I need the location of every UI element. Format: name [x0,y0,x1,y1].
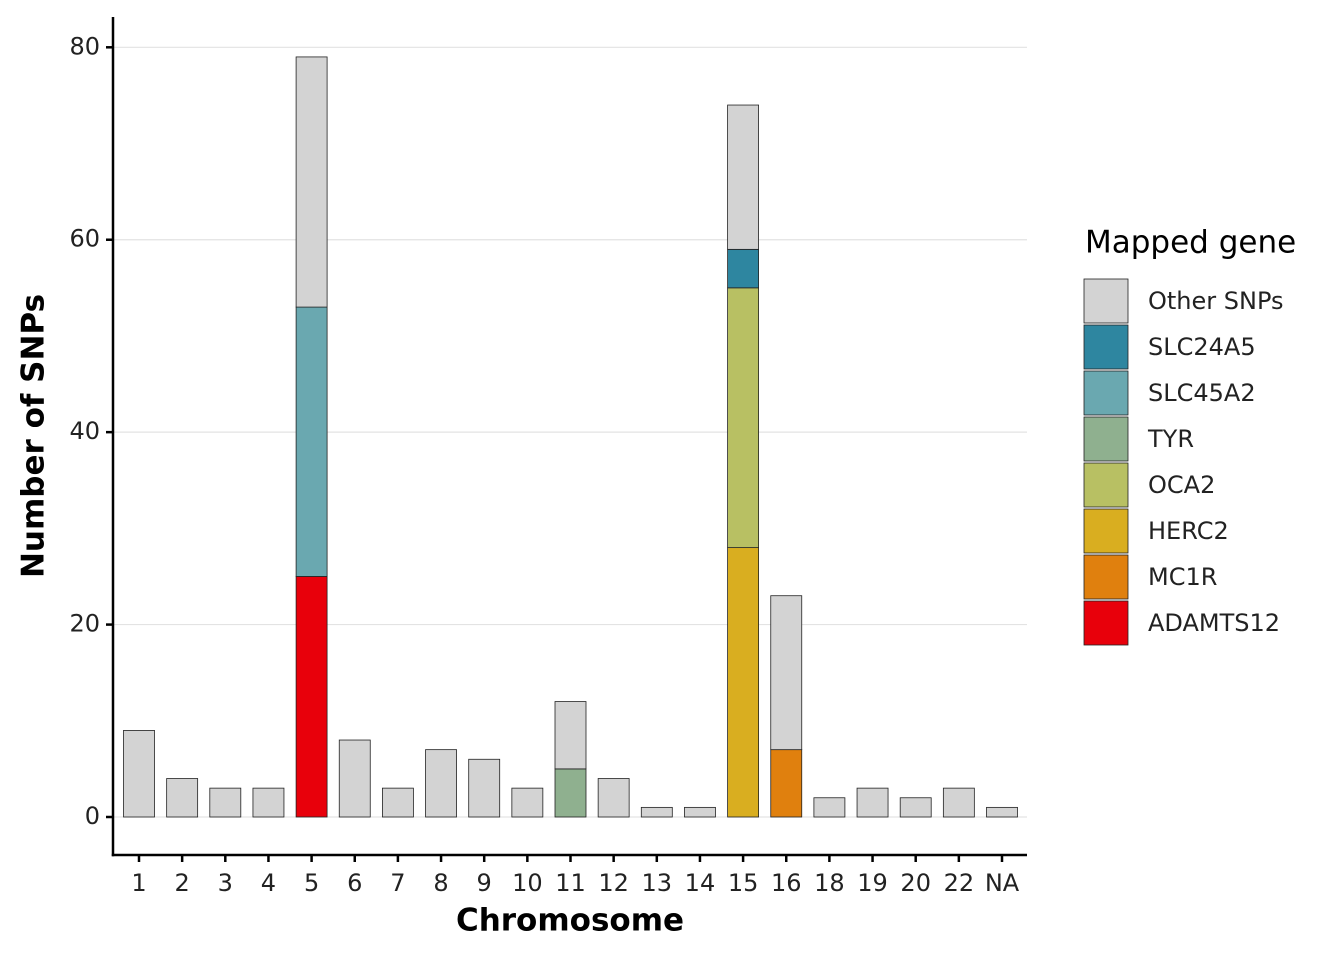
bar-segment [295,306,328,577]
x-tick-label: 9 [477,869,492,897]
bar-segment [425,749,457,818]
bar-segment [295,56,328,308]
bar-segment [942,787,975,818]
x-tick-label: 7 [390,869,405,897]
legend-key [1083,370,1129,416]
bar-segment [899,797,932,818]
bar-segment [554,701,587,770]
x-tick-label: 2 [175,869,190,897]
y-tick-label: 20 [69,610,100,638]
bar-segment [511,787,544,818]
bar-segment [640,806,673,818]
legend-label: ADAMTS12 [1148,609,1280,637]
x-tick-label: 4 [261,869,276,897]
x-tick-label: 10 [512,869,543,897]
x-tick-label: 14 [685,869,716,897]
bar-segment [252,787,285,818]
legend-key [1083,462,1129,508]
bar-segment [381,787,414,818]
bar-segment [684,806,716,818]
x-tick-label: 18 [814,869,845,897]
bar-segment [166,778,199,818]
y-axis-label: Number of SNPs [16,294,52,578]
x-tick-label: 16 [771,869,802,897]
y-tick-label: 60 [69,225,100,253]
legend-key [1083,508,1129,554]
bar-segment [295,576,328,818]
bar-segment [554,768,587,818]
bar-segment [813,797,846,818]
legend-title: Mapped gene [1085,225,1296,261]
x-tick-label: 12 [598,869,629,897]
bar-segment [986,806,1018,818]
bar-segment [770,595,803,751]
bar-segment [123,730,155,818]
legend-label: SLC24A5 [1148,333,1256,361]
y-tick-label: 80 [69,32,100,60]
legend-label: SLC45A2 [1148,379,1256,407]
legend-key [1083,554,1129,600]
bar-segment [338,739,371,818]
x-tick-label: 1 [131,869,146,897]
bar-segment [770,749,803,818]
x-tick-label: 15 [728,869,759,897]
x-tick-label: 22 [944,869,975,897]
y-tick-label: 40 [69,417,100,445]
x-tick-label: 3 [218,869,233,897]
x-tick-label: 11 [555,869,586,897]
bar-segment [597,778,630,818]
x-tick-label: 6 [347,869,362,897]
legend-label: HERC2 [1148,517,1229,545]
legend-label: OCA2 [1148,471,1215,499]
legend-key [1083,324,1129,370]
x-tick-label: 20 [900,869,931,897]
bar-segment [727,547,759,818]
x-axis-label: Chromosome [456,903,684,939]
legend-key [1083,600,1129,646]
x-tick-label: NA [985,869,1020,897]
bar-segment [468,758,501,818]
x-tick-label: 5 [304,869,319,897]
bar-segment [727,248,759,289]
x-tick-label: 19 [857,869,888,897]
legend-label: TYR [1147,425,1194,453]
legend-label: MC1R [1148,563,1217,591]
bar-segment [727,104,759,250]
bar-segment [209,787,242,818]
legend-key [1083,278,1129,324]
bar-segment [856,787,889,818]
x-tick-label: 13 [642,869,673,897]
legend-key [1083,416,1129,462]
x-tick-label: 8 [433,869,448,897]
bar-segment [727,287,759,549]
y-tick-label: 0 [85,802,100,830]
legend-label: Other SNPs [1148,287,1284,315]
